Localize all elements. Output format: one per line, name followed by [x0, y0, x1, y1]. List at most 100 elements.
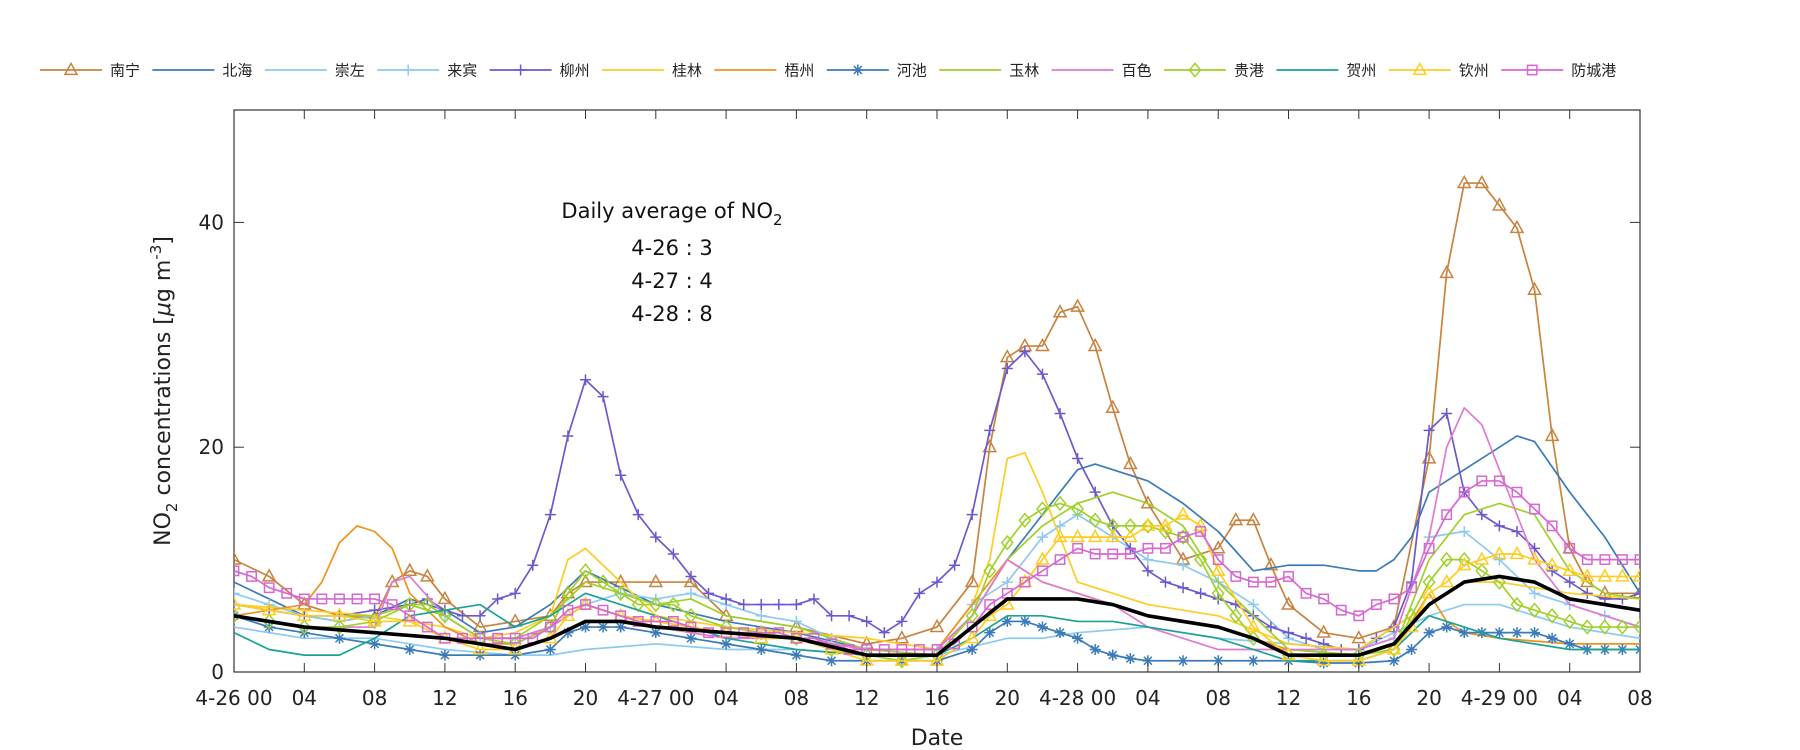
series-0-point — [1281, 596, 1296, 610]
series-13-point — [1247, 576, 1259, 588]
legend-label: 崇左 — [335, 62, 365, 80]
series-10-point — [649, 596, 663, 613]
series-3-point — [1177, 559, 1189, 571]
series-13-point — [632, 615, 644, 627]
series-3-point — [685, 587, 697, 599]
legend-label: 贵港 — [1234, 62, 1264, 80]
series-13-point — [492, 632, 504, 644]
series-12-point — [1474, 551, 1490, 565]
series-10-point — [666, 596, 680, 613]
series-7-point — [509, 649, 521, 661]
series-10-point — [1422, 574, 1436, 590]
series-7-point — [984, 627, 996, 639]
series-7-point — [1441, 621, 1453, 633]
series-13-point — [685, 621, 697, 633]
series-5-line — [234, 451, 1640, 651]
series-4-point — [703, 587, 715, 599]
series-7-point — [1511, 627, 1523, 639]
series-12-point — [1421, 585, 1437, 599]
series-13-point — [1634, 554, 1640, 566]
y-tick-label: 0 — [211, 660, 224, 684]
series-12-point — [332, 607, 347, 621]
series-12-point — [472, 641, 488, 655]
series-3-point — [1142, 554, 1154, 566]
series-0-point — [507, 613, 523, 627]
series-4-point — [808, 593, 820, 605]
series-10-point — [789, 630, 803, 647]
series-12-point — [1087, 528, 1103, 543]
series-7-point — [650, 627, 662, 639]
series-4-point — [650, 531, 662, 543]
series-0-point — [929, 618, 945, 633]
annotation-title-sub: 2 — [773, 211, 783, 229]
series-7-point — [333, 632, 345, 644]
legend-marker — [852, 64, 864, 76]
series-0-point — [1351, 630, 1367, 644]
series-13-point — [667, 615, 679, 627]
series-10-point — [631, 596, 645, 613]
series-13-point — [544, 621, 556, 633]
series-12-point — [1246, 618, 1261, 633]
series-0-point — [1474, 174, 1490, 189]
series-0-point — [1632, 585, 1640, 599]
series-13-point — [1441, 509, 1453, 521]
series-4-point — [966, 509, 978, 521]
series-12-point — [964, 630, 980, 644]
y-label-close: ] — [151, 236, 176, 245]
series-10-point — [1035, 501, 1049, 517]
series-10-point — [1141, 518, 1155, 534]
series-0-point — [1456, 174, 1472, 189]
daily-average-annotation: Daily average of NO2 4-26 : 3 4-27 : 4 4… — [561, 199, 782, 326]
series-7-point — [1124, 653, 1136, 665]
legend-label: 贺州 — [1346, 62, 1376, 80]
series-0-point — [1527, 281, 1542, 295]
legend-marker — [63, 61, 79, 76]
series-13-point — [1019, 576, 1031, 588]
series-13-point — [1037, 565, 1048, 577]
series-12-point — [1597, 568, 1613, 582]
legend-item: 来宾 — [377, 62, 477, 80]
series-0-point — [1087, 337, 1103, 352]
series-0-point — [261, 568, 277, 582]
series-4-point — [773, 599, 785, 611]
x-tick-label: 12 — [854, 686, 879, 710]
series-7-point — [1406, 644, 1418, 656]
series-7-point — [1423, 627, 1435, 639]
series-10-point — [596, 574, 610, 590]
series-layer — [234, 174, 1640, 669]
series-4-line — [234, 350, 1640, 651]
series-13-point — [1124, 548, 1136, 560]
series-10-point — [1387, 641, 1401, 658]
series-13-point — [1476, 475, 1488, 487]
y-label-unit: g m — [151, 260, 176, 302]
series-10-point — [754, 624, 768, 641]
legend-item: 百色 — [1051, 62, 1152, 80]
series-7-point — [1493, 627, 1505, 639]
series-4-point — [667, 548, 679, 560]
series-12-point — [234, 596, 242, 610]
series-4-point — [456, 610, 468, 622]
x-tick-label: 04 — [1135, 686, 1160, 710]
series-12-point — [1105, 528, 1121, 543]
series-13-point — [755, 627, 767, 639]
series-3-point — [1036, 531, 1048, 543]
series-10-point — [895, 652, 909, 669]
series-7-point — [597, 621, 609, 633]
series-7-point — [1564, 638, 1576, 650]
x-tick-label: 12 — [1276, 686, 1301, 710]
series-0-point — [1210, 540, 1226, 554]
series-10-point — [543, 619, 557, 635]
annotation-line-4-27: 4-27 : 4 — [631, 269, 712, 293]
series-4-point — [1546, 565, 1558, 577]
series-4-point — [1019, 346, 1031, 358]
series-4-point — [949, 559, 961, 571]
series-0-point — [964, 573, 980, 588]
series-13-point — [1335, 604, 1347, 616]
series-4-point — [580, 374, 591, 386]
series-4-point — [1511, 526, 1523, 537]
series-4-point — [755, 599, 767, 611]
x-tick-label: 04 — [713, 686, 738, 710]
series-13-point — [984, 599, 996, 610]
series-0-point — [648, 573, 664, 588]
legend-marker — [1412, 61, 1428, 76]
